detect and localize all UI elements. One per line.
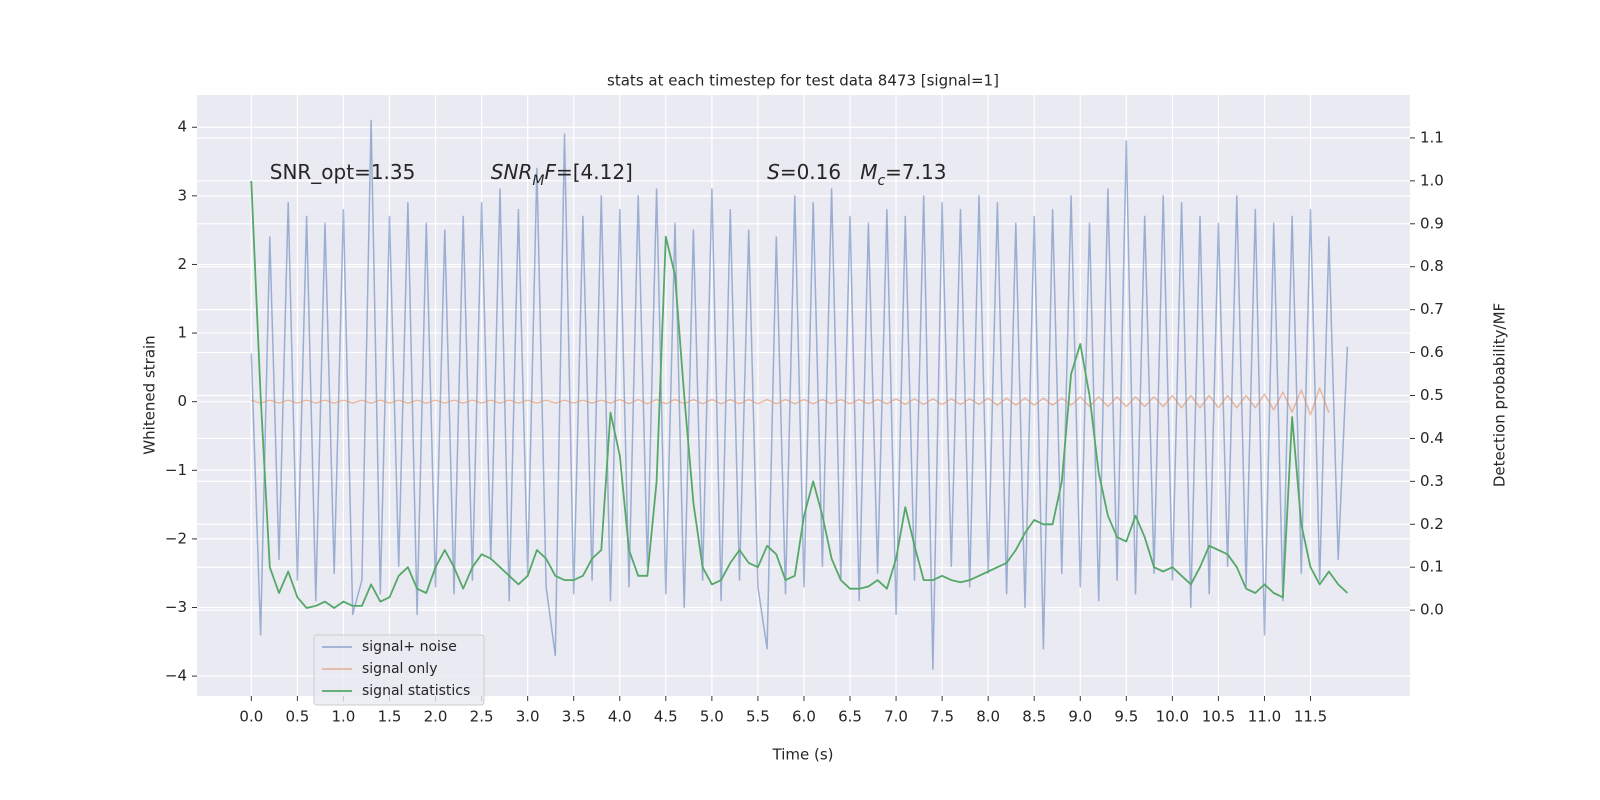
annotation-part: c bbox=[877, 173, 885, 189]
y2-tick-label: 0.7 bbox=[1420, 300, 1444, 318]
x-tick-label: 4.0 bbox=[608, 708, 632, 726]
y2-tick-label: 0.0 bbox=[1420, 601, 1444, 619]
x-tick-label: 7.0 bbox=[884, 708, 908, 726]
y-tick-label: 0 bbox=[177, 392, 187, 410]
x-tick-label: 10.5 bbox=[1202, 708, 1235, 726]
y2-tick-label: 0.2 bbox=[1420, 515, 1444, 533]
y-tick-label: −2 bbox=[165, 529, 187, 547]
y-tick-label: −3 bbox=[165, 598, 187, 616]
x-tick-label: 0.5 bbox=[285, 708, 309, 726]
x-tick-label: 8.0 bbox=[976, 708, 1000, 726]
x-tick-label: 2.5 bbox=[470, 708, 494, 726]
x-tick-label: 11.5 bbox=[1294, 708, 1327, 726]
x-tick-label: 9.0 bbox=[1068, 708, 1092, 726]
x-tick-label: 3.5 bbox=[562, 708, 586, 726]
annotation: S=0.16 Mc=7.13 bbox=[767, 160, 946, 190]
annotation-part: F bbox=[544, 160, 556, 184]
y2-tick-label: 0.9 bbox=[1420, 214, 1444, 232]
y2-tick-label: 0.4 bbox=[1420, 429, 1444, 447]
annotation-part: =[4.12] bbox=[556, 160, 633, 184]
legend-label: signal statistics bbox=[362, 683, 470, 699]
annotation: SNRMF=[4.12] bbox=[491, 160, 633, 190]
annotation-part: =7.13 bbox=[885, 160, 946, 184]
annotation-part: S bbox=[767, 160, 780, 184]
annotation-part: M bbox=[860, 160, 877, 184]
x-tick-label: 7.5 bbox=[930, 708, 954, 726]
y2-tick-label: 0.3 bbox=[1420, 472, 1444, 490]
annotation-part: SNR_opt=1.35 bbox=[270, 160, 416, 184]
x-tick-label: 6.0 bbox=[792, 708, 816, 726]
y-tick-label: −1 bbox=[165, 461, 187, 479]
series-line bbox=[250, 180, 1349, 609]
x-axis-label: Time (s) bbox=[772, 746, 834, 764]
chart-title: stats at each timestep for test data 847… bbox=[607, 72, 999, 90]
x-tick-label: 1.5 bbox=[378, 708, 402, 726]
y2-tick-label: 0.1 bbox=[1420, 558, 1444, 576]
x-tick-label: 5.5 bbox=[746, 708, 770, 726]
annotation-part: SNR bbox=[491, 160, 533, 184]
y-tick-label: 4 bbox=[177, 118, 187, 136]
y-tick-label: −4 bbox=[165, 667, 187, 685]
y-tick-label: 3 bbox=[177, 186, 187, 204]
series-line bbox=[250, 119, 1349, 670]
legend-box bbox=[313, 634, 485, 706]
annotation-part: =0.16 bbox=[780, 160, 860, 184]
y2-tick-label: 0.5 bbox=[1420, 386, 1444, 404]
y-tick-label: 1 bbox=[177, 324, 187, 342]
annotation-part: M bbox=[532, 173, 544, 189]
y-tick-label: 2 bbox=[177, 255, 187, 273]
x-tick-label: 9.5 bbox=[1114, 708, 1138, 726]
y2-tick-label: 0.6 bbox=[1420, 343, 1444, 361]
x-tick-label: 2.0 bbox=[424, 708, 448, 726]
x-tick-label: 8.5 bbox=[1022, 708, 1046, 726]
x-tick-label: 4.5 bbox=[654, 708, 678, 726]
y2-tick-label: 1.1 bbox=[1420, 128, 1444, 146]
y2-axis-label: Detection probability/MF bbox=[1491, 303, 1509, 487]
x-tick-label: 5.0 bbox=[700, 708, 724, 726]
x-tick-label: 10.0 bbox=[1156, 708, 1189, 726]
x-tick-label: 11.0 bbox=[1248, 708, 1281, 726]
x-tick-label: 1.0 bbox=[332, 708, 356, 726]
x-tick-label: 3.0 bbox=[516, 708, 540, 726]
legend-label: signal+ noise bbox=[362, 639, 457, 655]
y-axis-label: Whitened strain bbox=[141, 335, 159, 454]
x-tick-label: 6.5 bbox=[838, 708, 862, 726]
annotation: SNR_opt=1.35 bbox=[270, 160, 416, 184]
y2-tick-label: 0.8 bbox=[1420, 257, 1444, 275]
x-tick-label: 0.0 bbox=[239, 708, 263, 726]
series-line bbox=[251, 387, 1330, 416]
y2-tick-label: 1.0 bbox=[1420, 171, 1444, 189]
legend-label: signal only bbox=[362, 661, 437, 677]
